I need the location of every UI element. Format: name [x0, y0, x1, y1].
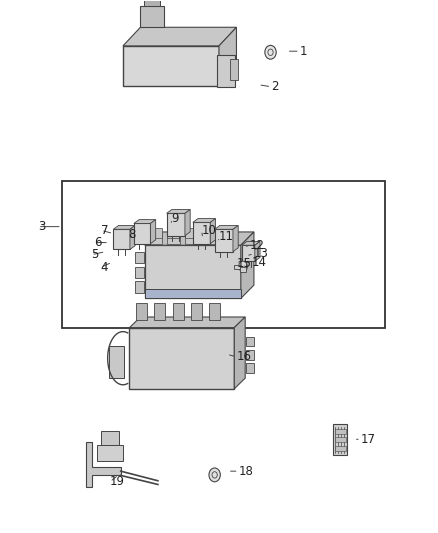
Polygon shape	[123, 27, 237, 46]
Bar	[62, 181, 385, 328]
Polygon shape	[86, 442, 121, 487]
Polygon shape	[145, 232, 254, 245]
Bar	[144, 0, 160, 6]
Bar	[166, 213, 185, 236]
Bar	[136, 303, 147, 320]
Bar	[141, 6, 164, 27]
Text: 13: 13	[254, 247, 269, 260]
Bar	[220, 233, 232, 244]
Bar	[202, 228, 215, 238]
Bar	[185, 228, 197, 238]
Text: 18: 18	[239, 465, 254, 478]
Polygon shape	[130, 225, 135, 249]
Bar	[240, 266, 246, 272]
Bar	[135, 266, 144, 278]
Bar	[230, 59, 238, 80]
Bar	[145, 289, 241, 298]
Polygon shape	[134, 220, 155, 223]
Bar	[246, 364, 254, 373]
Bar	[246, 350, 254, 360]
Bar	[242, 245, 255, 261]
Text: 16: 16	[237, 350, 251, 364]
Text: 17: 17	[361, 433, 376, 446]
Polygon shape	[242, 241, 260, 245]
Bar	[150, 228, 162, 238]
Polygon shape	[234, 317, 245, 389]
Polygon shape	[166, 209, 190, 213]
Polygon shape	[150, 220, 155, 244]
Polygon shape	[210, 219, 215, 244]
Bar	[130, 328, 234, 389]
Polygon shape	[233, 225, 238, 252]
Bar	[217, 55, 235, 87]
Text: 4: 4	[100, 261, 108, 274]
Bar	[167, 228, 180, 238]
Bar	[202, 233, 215, 244]
Text: 5: 5	[92, 248, 99, 261]
Bar	[335, 437, 346, 442]
Text: 8: 8	[128, 228, 135, 241]
Text: 12: 12	[250, 239, 265, 252]
Bar	[234, 265, 240, 269]
Bar	[173, 303, 184, 320]
Bar	[167, 233, 180, 244]
Bar	[185, 233, 197, 244]
Polygon shape	[113, 225, 135, 229]
Text: 3: 3	[38, 220, 45, 233]
Text: 15: 15	[237, 257, 251, 270]
Text: 14: 14	[252, 256, 267, 269]
Text: 6: 6	[95, 236, 102, 249]
Bar	[209, 303, 220, 320]
Bar	[145, 245, 241, 298]
Circle shape	[209, 468, 220, 482]
Polygon shape	[185, 209, 190, 236]
Text: 10: 10	[201, 224, 216, 237]
Bar	[97, 445, 123, 461]
Circle shape	[239, 261, 247, 272]
Bar	[150, 233, 162, 244]
Bar	[193, 222, 210, 244]
Text: 7: 7	[101, 224, 109, 237]
Bar	[215, 229, 233, 252]
Bar	[113, 229, 130, 249]
Bar	[191, 303, 202, 320]
Circle shape	[265, 45, 276, 59]
Text: 2: 2	[272, 80, 279, 93]
Text: 1: 1	[300, 45, 307, 58]
Bar	[246, 337, 254, 346]
Bar	[101, 431, 119, 445]
Bar	[134, 223, 150, 244]
Polygon shape	[193, 219, 215, 222]
Bar	[220, 228, 232, 238]
Bar	[335, 446, 346, 451]
Text: 11: 11	[219, 230, 234, 243]
Bar	[135, 252, 144, 263]
Bar	[109, 346, 124, 378]
Bar	[135, 281, 144, 293]
Polygon shape	[241, 232, 254, 298]
Polygon shape	[130, 317, 245, 328]
Text: 19: 19	[110, 475, 125, 488]
Bar	[123, 46, 219, 86]
Bar	[333, 424, 347, 455]
Polygon shape	[215, 225, 238, 229]
Text: 9: 9	[171, 212, 178, 225]
Bar	[154, 303, 165, 320]
Polygon shape	[219, 27, 237, 86]
Polygon shape	[255, 241, 260, 261]
Bar	[335, 429, 346, 434]
